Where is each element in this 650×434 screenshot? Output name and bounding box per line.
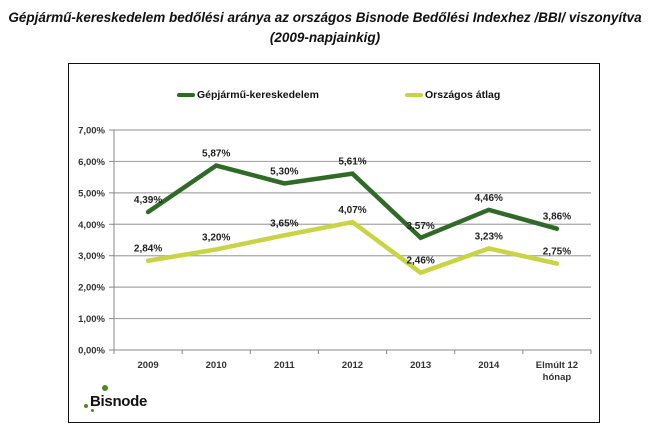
y-tick-label: 3,00% xyxy=(78,251,105,262)
y-tick-label: 1,00% xyxy=(78,314,105,325)
data-label: 3,86% xyxy=(543,212,571,223)
x-tick-label: 2012 xyxy=(342,360,363,371)
x-tick-label: 2009 xyxy=(138,360,159,371)
bisnode-logo: Bisnode xyxy=(82,385,172,417)
data-label: 4,46% xyxy=(475,193,503,204)
data-label: 3,23% xyxy=(475,231,503,242)
data-label: 2,84% xyxy=(134,244,162,255)
x-tick-label: 2010 xyxy=(206,360,227,371)
legend-item-series2: Országos átlag xyxy=(405,89,500,101)
y-tick-label: 7,00% xyxy=(78,126,105,137)
data-label: 4,07% xyxy=(338,205,366,216)
legend-label-series1: Gépjármű-kereskedelem xyxy=(197,89,319,101)
bisnode-dots-icon xyxy=(102,385,108,391)
y-tick-label: 0,00% xyxy=(78,346,105,357)
y-tick-label: 5,00% xyxy=(78,188,105,199)
data-label: 4,39% xyxy=(134,195,162,206)
data-label: 2,46% xyxy=(406,256,434,267)
legend-swatch-series2 xyxy=(405,93,423,97)
bisnode-dot-tiny-icon xyxy=(91,409,94,412)
data-label: 3,20% xyxy=(202,232,230,243)
legend-swatch-series1 xyxy=(177,93,195,97)
bisnode-dot-small-icon xyxy=(84,404,88,408)
y-tick-label: 2,00% xyxy=(78,283,105,294)
data-label: 5,30% xyxy=(270,166,298,177)
chart-title-line1: Gépjármű-kereskedelem bedőlési aránya az… xyxy=(8,10,642,25)
y-tick-label: 4,00% xyxy=(78,220,105,231)
x-tick-label: 2011 xyxy=(274,360,295,371)
data-label: 5,61% xyxy=(338,157,366,168)
legend-item-series1: Gépjármű-kereskedelem xyxy=(177,89,319,101)
chart-title: Gépjármű-kereskedelem bedőlési aránya az… xyxy=(0,8,650,48)
x-tick-label: hónap xyxy=(543,372,572,383)
y-tick-label: 6,00% xyxy=(78,157,105,168)
bisnode-logo-text: Bisnode xyxy=(90,393,148,410)
chart-frame xyxy=(68,63,600,423)
x-tick-label: Elmúlt 12 xyxy=(536,360,578,371)
data-label: 3,57% xyxy=(406,221,434,232)
data-label: 2,75% xyxy=(543,247,571,258)
data-label: 5,87% xyxy=(202,149,230,160)
data-label: 3,65% xyxy=(270,218,298,229)
chart-title-line2: (2009-napjainkig) xyxy=(269,30,381,45)
series-line-2 xyxy=(145,219,560,276)
x-tick-label: 2013 xyxy=(410,360,431,371)
x-tick-label: 2014 xyxy=(478,360,500,371)
legend-label-series2: Országos átlag xyxy=(425,89,501,101)
